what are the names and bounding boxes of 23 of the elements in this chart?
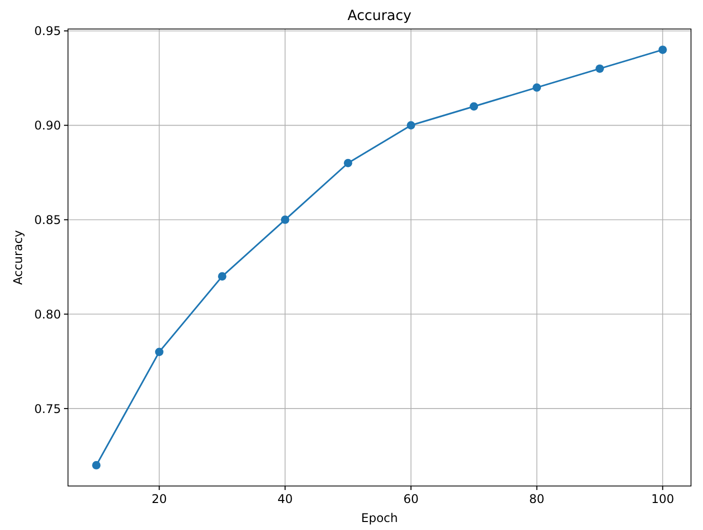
y-tick-label: 0.95 — [34, 24, 61, 38]
point — [470, 102, 478, 111]
point — [155, 348, 164, 356]
point — [406, 121, 416, 130]
chart-title: Accuracy — [348, 8, 412, 24]
x-tick-label: 20 — [152, 492, 167, 506]
x-axis-title: Epoch — [361, 511, 398, 525]
y-tick-label: 0.75 — [34, 402, 61, 416]
y-tick-label: 0.80 — [34, 307, 61, 322]
y-tick-label: 0.85 — [34, 212, 61, 227]
x-tick-label: 40 — [277, 492, 293, 506]
point — [218, 272, 226, 281]
point — [280, 216, 290, 224]
point — [532, 83, 542, 92]
x-tick-label: 60 — [403, 492, 419, 506]
x-tick-label: 80 — [529, 492, 544, 506]
point — [596, 64, 604, 73]
y-tick-label: 0.90 — [34, 118, 61, 133]
y-axis-title: Accuracy — [11, 230, 25, 285]
point — [658, 46, 667, 54]
point — [344, 158, 352, 168]
x-tick-label: 100 — [651, 492, 674, 506]
point — [92, 461, 101, 470]
